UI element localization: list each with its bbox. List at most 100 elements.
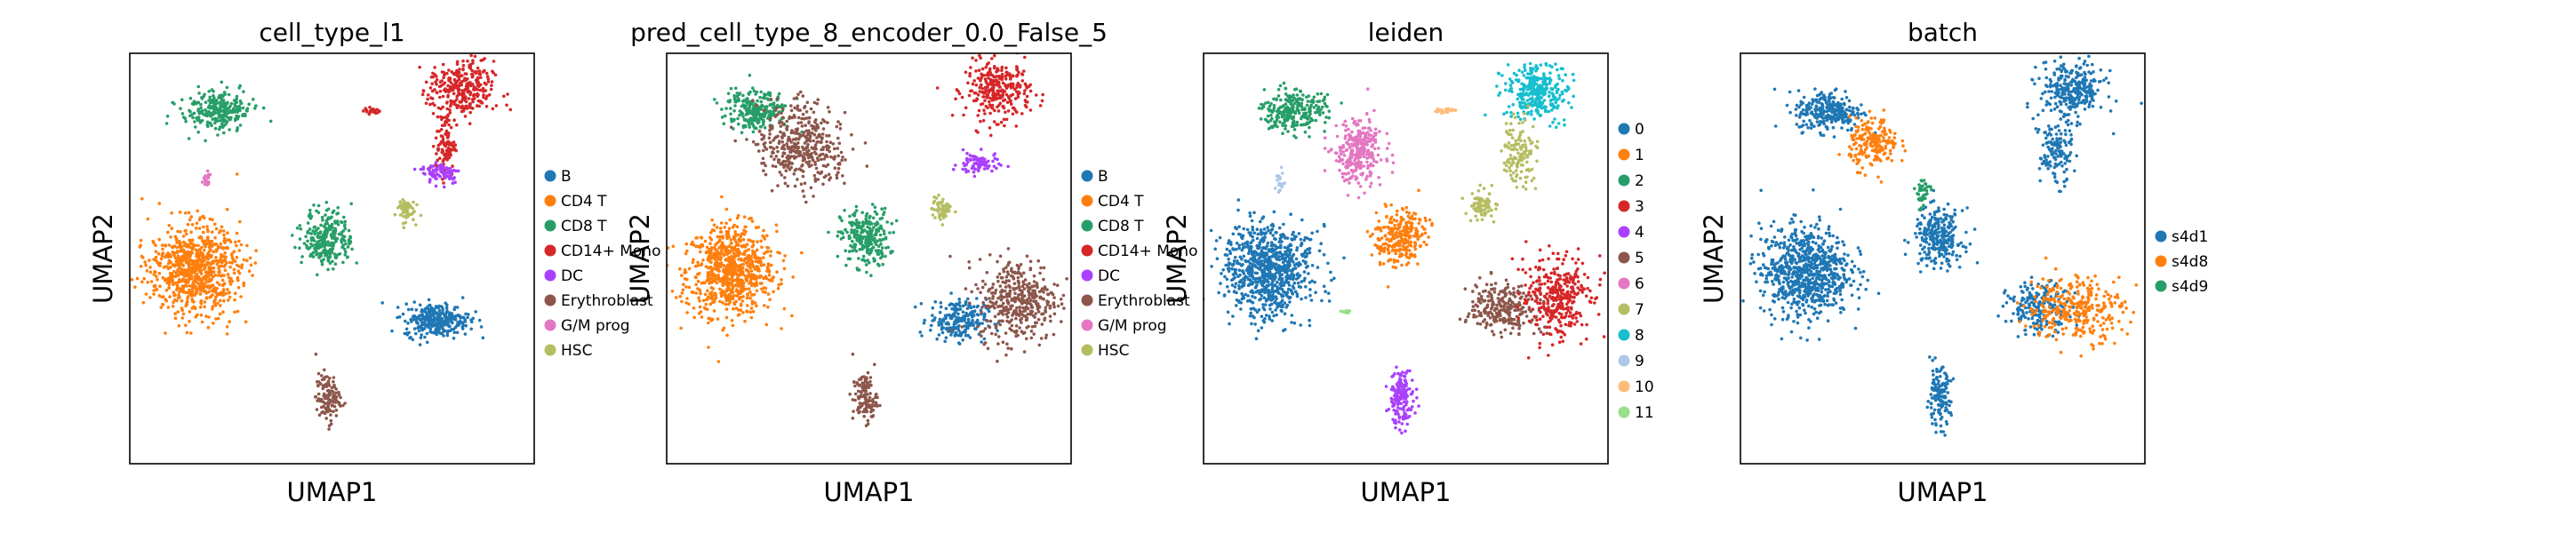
- scatter-point: [204, 100, 208, 104]
- scatter-point: [792, 172, 796, 176]
- scatter-point: [698, 298, 701, 303]
- scatter-point: [332, 267, 335, 271]
- scatter-point: [800, 164, 804, 168]
- scatter-point: [957, 342, 962, 346]
- scatter-point: [986, 93, 990, 97]
- scatter-point: [469, 327, 473, 331]
- scatter-point: [327, 243, 331, 247]
- scatter-point: [442, 185, 446, 189]
- scatter-point: [428, 323, 432, 327]
- scatter-point: [938, 317, 942, 322]
- scatter-point: [795, 131, 799, 136]
- scatter-point: [728, 218, 732, 222]
- scatter-point: [683, 268, 687, 272]
- scatter-point: [226, 288, 229, 291]
- scatter-point: [202, 282, 206, 287]
- scatter-point: [1020, 321, 1023, 324]
- scatter-point: [813, 120, 817, 123]
- scatter-point: [210, 123, 213, 127]
- scatter-point: [152, 273, 156, 276]
- scatter-point: [223, 268, 228, 273]
- cluster-4: [418, 53, 513, 127]
- scatter-point: [460, 296, 465, 299]
- scatter-point: [796, 121, 800, 125]
- scatter-point: [724, 267, 728, 272]
- scatter-point: [994, 332, 997, 337]
- scatter-point: [445, 309, 449, 313]
- scatter-point: [220, 264, 223, 268]
- scatter-point: [850, 230, 853, 235]
- scatter-point: [796, 107, 799, 111]
- scatter-point: [729, 107, 732, 110]
- scatter-point: [873, 210, 877, 214]
- scatter-point: [762, 148, 765, 153]
- scatter-point: [327, 388, 331, 393]
- scatter-point: [190, 266, 194, 270]
- scatter-point: [476, 99, 481, 103]
- scatter-point: [326, 267, 330, 272]
- scatter-point: [328, 216, 332, 220]
- scatter-point: [329, 422, 333, 426]
- scatter-point: [999, 304, 1003, 308]
- scatter-point: [190, 223, 195, 227]
- scatter-point: [766, 262, 771, 266]
- scatter-point: [161, 275, 165, 280]
- scatter-point: [186, 295, 190, 298]
- legend-marker: [544, 269, 556, 282]
- scatter-point: [1028, 313, 1033, 316]
- scatter-point: [992, 66, 996, 70]
- scatter-point: [976, 313, 980, 317]
- scatter-point: [980, 86, 985, 91]
- scatter-point: [950, 114, 955, 117]
- scatter-point: [226, 111, 230, 115]
- scatter-point: [175, 245, 179, 250]
- scatter-point: [742, 228, 746, 233]
- scatter-point: [828, 176, 833, 179]
- scatter-point: [308, 208, 312, 212]
- scatter-point: [730, 270, 733, 274]
- scatter-point: [756, 111, 759, 115]
- scatter-point: [315, 252, 318, 257]
- scatter-point: [811, 158, 815, 163]
- scatter-point: [1017, 70, 1020, 75]
- scatter-point: [977, 332, 981, 337]
- scatter-point: [701, 259, 705, 262]
- cluster-2: [130, 172, 258, 336]
- scatter-point: [776, 286, 780, 290]
- scatter-point: [437, 308, 442, 313]
- scatter-point: [1028, 83, 1032, 87]
- scatter-point: [748, 282, 751, 285]
- scatter-point: [175, 288, 179, 292]
- scatter-point: [174, 237, 179, 242]
- scatter-point: [1052, 305, 1056, 309]
- scatter-point: [935, 337, 939, 341]
- scatter-point: [769, 155, 773, 158]
- scatter-point: [152, 289, 156, 292]
- scatter-point: [1003, 123, 1006, 128]
- scatter-point: [762, 228, 765, 233]
- scatter-point: [699, 291, 702, 296]
- scatter-point: [253, 107, 257, 110]
- scatter-point: [1015, 306, 1019, 310]
- scatter-point: [990, 57, 994, 60]
- scatter-point: [1018, 326, 1021, 330]
- scatter-point: [738, 313, 741, 316]
- scatter-point: [203, 264, 207, 267]
- scatter-point: [202, 267, 206, 271]
- scatter-point: [412, 300, 417, 304]
- scatter-point: [883, 232, 886, 236]
- scatter-point: [996, 96, 1000, 100]
- scatter-point: [1008, 75, 1012, 78]
- scatter-point: [1061, 293, 1066, 298]
- scatter-point: [821, 163, 826, 168]
- scatter-point: [442, 334, 445, 338]
- scatter-point: [967, 260, 971, 264]
- scatter-point: [445, 107, 450, 111]
- scatter-point: [1010, 323, 1014, 328]
- scatter-point: [871, 216, 876, 220]
- scatter-point: [227, 92, 231, 97]
- scatter-point: [181, 235, 186, 238]
- scatter-point: [428, 164, 433, 168]
- scatter-point: [333, 262, 338, 266]
- scatter-point: [954, 310, 957, 314]
